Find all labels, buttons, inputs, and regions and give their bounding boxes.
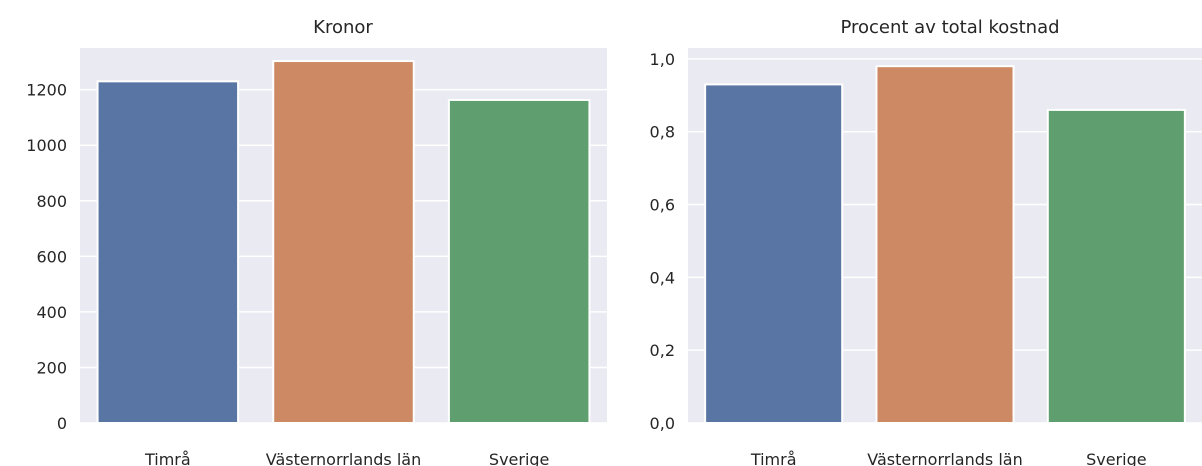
y-tick-label: 0,4 [650, 268, 675, 287]
y-tick-label: 800 [36, 192, 67, 211]
bar [875, 65, 1015, 424]
bar [447, 98, 591, 424]
x-tick-label: Timrå [750, 450, 797, 466]
y-tick-label: 600 [36, 247, 67, 266]
bar [96, 80, 240, 424]
y-tick-label: 1000 [26, 136, 67, 155]
x-tick-label: Västernorrlands län [266, 450, 421, 466]
bar [704, 83, 844, 424]
chart-kronor: Kronor 0 200 400 600 800 1000 1200 Timrå Västern… [26, 17, 607, 466]
y-tick-label: 1,0 [650, 50, 675, 69]
y-tick-label: 1200 [26, 81, 67, 100]
chart-title: Procent av total kostnad [840, 17, 1059, 38]
y-tick-label: 400 [36, 303, 67, 322]
bar [1046, 108, 1186, 424]
y-tick-label: 0 [57, 414, 67, 433]
bar [272, 60, 415, 425]
y-tick-label: 0,2 [650, 341, 675, 360]
chart-title: Kronor [313, 17, 373, 38]
x-tick-label: Sverige [1086, 450, 1147, 466]
x-tick-label: Sverige [489, 450, 550, 466]
x-tick-label: Västernorrlands län [867, 450, 1022, 466]
x-tick-label: Timrå [144, 450, 191, 466]
y-tick-label: 200 [36, 358, 67, 377]
chart-procent: Procent av total kostnad 0,0 0,2 0,4 0,6 0,8… [650, 17, 1202, 466]
y-tick-label: 0,8 [650, 123, 675, 142]
y-tick-label: 0,6 [650, 196, 675, 215]
y-tick-label: 0,0 [650, 414, 675, 433]
